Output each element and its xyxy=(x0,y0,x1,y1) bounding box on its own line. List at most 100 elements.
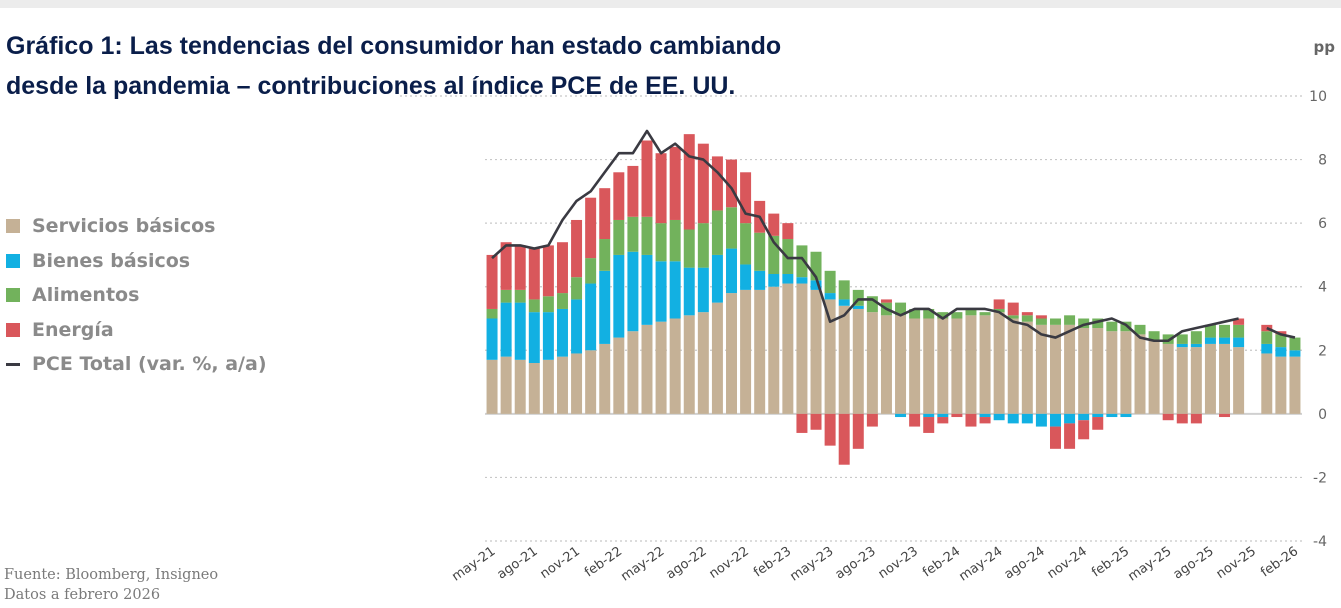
bar-alimentos xyxy=(1092,318,1104,329)
bar-alimentos xyxy=(951,312,963,319)
bar-servicios xyxy=(655,321,667,414)
bar-bienes xyxy=(500,302,512,357)
bar-alimentos xyxy=(1148,331,1160,341)
legend-item-alimentos: Alimentos xyxy=(6,278,267,313)
bar-servicios xyxy=(711,302,723,414)
bar-bienes xyxy=(683,267,695,316)
bar-energia xyxy=(923,417,935,433)
bar-bienes xyxy=(810,280,822,290)
bar-servicios xyxy=(810,289,822,414)
bar-alimentos xyxy=(1106,321,1118,332)
legend-item-servicios: Servicios básicos xyxy=(6,209,267,244)
bar-servicios xyxy=(669,318,681,414)
y-tick-label: 10 xyxy=(1309,89,1327,105)
bar-alimentos xyxy=(923,308,935,319)
bar-energia xyxy=(852,413,864,449)
bar-servicios xyxy=(1204,343,1216,414)
bar-bienes xyxy=(1261,343,1273,354)
bar-alimentos xyxy=(655,223,667,262)
bar-bienes xyxy=(1176,343,1188,348)
legend-item-pce-total: PCE Total (var. %, a/a) xyxy=(6,347,267,382)
source-note: Fuente: Bloomberg, Insigneo Datos a febr… xyxy=(4,565,218,605)
bar-bienes xyxy=(669,261,681,319)
bar-alimentos xyxy=(571,277,583,300)
bar-energia xyxy=(655,153,667,224)
bar-servicios xyxy=(1176,347,1188,414)
bar-servicios xyxy=(880,315,892,414)
bar-bienes xyxy=(923,413,935,418)
bar-energia xyxy=(1021,312,1033,316)
bar-servicios xyxy=(923,318,935,414)
bar-servicios xyxy=(1092,328,1104,414)
bar-alimentos xyxy=(1233,324,1245,338)
bar-servicios xyxy=(951,318,963,414)
bar-alimentos xyxy=(683,229,695,268)
bar-alimentos xyxy=(711,210,723,255)
bar-bienes xyxy=(1233,337,1245,348)
bar-energia xyxy=(1162,413,1174,421)
bar-servicios xyxy=(1261,353,1273,414)
bar-alimentos xyxy=(979,312,991,316)
bar-servicios xyxy=(1275,356,1287,414)
bar-energia xyxy=(599,188,611,240)
bar-alimentos xyxy=(514,289,526,303)
x-tick-label: ago-25 xyxy=(1171,544,1217,582)
bar-alimentos xyxy=(909,308,921,319)
bar-energia xyxy=(1176,413,1188,424)
bar-alimentos xyxy=(1190,331,1202,344)
bar-servicios xyxy=(486,359,498,414)
bar-energia xyxy=(500,242,512,290)
bar-servicios xyxy=(782,283,794,414)
bar-bienes xyxy=(1092,413,1104,418)
bar-bienes xyxy=(1035,413,1047,427)
bar-servicios xyxy=(571,353,583,414)
y-tick-label: -4 xyxy=(1313,534,1327,550)
bar-alimentos xyxy=(768,235,780,274)
bar-alimentos xyxy=(1176,334,1188,344)
bar-bienes xyxy=(852,305,864,309)
bar-energia xyxy=(669,146,681,220)
legend-label-energia: Energía xyxy=(32,318,114,341)
bar-alimentos xyxy=(1204,324,1216,338)
bar-alimentos xyxy=(613,219,625,255)
bar-alimentos xyxy=(796,245,808,278)
bar-energia xyxy=(711,156,723,211)
bar-energia xyxy=(979,417,991,424)
bar-bienes xyxy=(556,308,568,357)
bar-servicios xyxy=(740,289,752,414)
bar-bienes xyxy=(895,413,907,418)
bar-bienes xyxy=(782,274,794,284)
bar-alimentos xyxy=(1007,315,1019,319)
bar-alimentos xyxy=(895,302,907,316)
bar-alimentos xyxy=(1289,337,1301,351)
bar-bienes xyxy=(1204,337,1216,344)
x-tick-label: ago-21 xyxy=(495,544,541,582)
bar-servicios xyxy=(1007,318,1019,414)
y-unit-label: pp xyxy=(1314,38,1336,56)
bar-bienes xyxy=(1275,347,1287,357)
bar-bienes xyxy=(697,267,709,313)
bar-bienes xyxy=(1078,413,1090,421)
bar-energia xyxy=(810,413,822,430)
bar-servicios xyxy=(993,312,1005,414)
bar-bienes xyxy=(1289,350,1301,357)
bar-energia xyxy=(528,248,540,300)
bar-alimentos xyxy=(1162,334,1174,344)
bar-alimentos xyxy=(965,308,977,316)
bar-servicios xyxy=(1035,324,1047,414)
bar-energia xyxy=(1190,413,1202,424)
bar-bienes xyxy=(542,312,554,360)
bar-energia xyxy=(641,140,653,217)
bar-bienes xyxy=(1021,413,1033,424)
bar-servicios xyxy=(1049,324,1061,414)
data-date-line: Datos a febrero 2026 xyxy=(4,587,161,603)
bar-alimentos xyxy=(486,308,498,319)
chart-title-line1: Gráfico 1: Las tendencias del consumidor… xyxy=(6,32,782,60)
bar-energia xyxy=(740,172,752,224)
bar-servicios xyxy=(599,343,611,414)
bar-servicios xyxy=(1233,347,1245,414)
legend-swatch-alimentos xyxy=(6,288,20,303)
bar-bienes xyxy=(1219,337,1231,344)
bar-bienes xyxy=(528,312,540,363)
bar-alimentos xyxy=(838,280,850,300)
